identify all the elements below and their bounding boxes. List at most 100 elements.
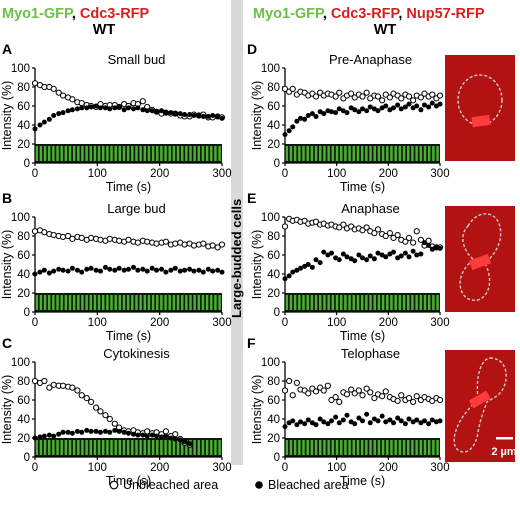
header-segment: , (72, 6, 80, 22)
data-point-unbleached (312, 388, 320, 395)
kymograph-band (314, 146, 318, 161)
kymograph-band (335, 440, 339, 455)
data-point-bleached (367, 420, 373, 426)
y-tick-label: 20 (267, 139, 280, 151)
data-point-bleached (149, 432, 155, 438)
kymograph-band (377, 440, 381, 455)
kymograph-band (406, 295, 410, 310)
data-point-bleached (191, 268, 197, 274)
kymograph-band (60, 440, 63, 455)
data-point-unbleached (363, 89, 370, 96)
kymograph-band (131, 295, 134, 310)
data-point-bleached (69, 430, 75, 436)
kymograph-band (423, 440, 427, 455)
data-point-unbleached (421, 90, 428, 97)
kymograph-band (285, 146, 289, 161)
data-point-bleached (79, 105, 85, 111)
y-tick-label: 40 (17, 120, 30, 132)
kymograph-band (101, 295, 105, 310)
kymograph-band (210, 440, 213, 455)
data-point-unbleached (162, 428, 169, 435)
data-point-bleached (422, 418, 427, 424)
y-tick-label: 0 (24, 158, 30, 170)
kymograph-band (56, 295, 59, 310)
series-unbleached (281, 377, 444, 405)
data-point-unbleached (436, 92, 444, 99)
data-point-unbleached (382, 91, 389, 98)
kymograph-band (356, 146, 360, 161)
data-point-bleached (102, 105, 108, 111)
data-point-bleached (309, 264, 315, 270)
data-point-bleached (352, 421, 358, 427)
data-point-unbleached (351, 390, 358, 397)
kymograph-band (143, 295, 147, 310)
data-point-unbleached (181, 241, 188, 248)
data-point-bleached (352, 107, 358, 113)
x-tick-label: 0 (282, 317, 288, 329)
kymograph-band (97, 146, 101, 161)
data-point-bleached (329, 109, 334, 115)
kymograph-band (93, 440, 97, 455)
data-point-unbleached (340, 221, 347, 228)
data-point-unbleached (436, 396, 444, 404)
data-point-bleached (130, 106, 136, 112)
data-point-unbleached (429, 397, 436, 405)
kymograph-band (352, 146, 356, 161)
kymograph-band (193, 440, 196, 455)
data-point-bleached (102, 428, 108, 434)
legend-filled-marker (255, 481, 263, 489)
y-tick-label: 20 (17, 433, 30, 445)
data-point-bleached (210, 268, 216, 274)
kymograph-band (176, 146, 180, 161)
kymograph-band (89, 146, 93, 161)
micrograph-anaphase (445, 206, 515, 312)
data-point-unbleached (348, 386, 355, 393)
kymograph-band (114, 146, 117, 161)
data-point-bleached (290, 124, 296, 130)
x-tick-label: 100 (327, 168, 346, 180)
kymograph-band (147, 440, 151, 455)
kymograph-band (126, 295, 130, 310)
kymograph-band (339, 146, 343, 161)
kymograph-band (205, 440, 209, 455)
y-tick-label: 100 (11, 357, 30, 369)
right-header: Myo1-GFP, Cdc3-RFP, Nup57-RFP (253, 6, 485, 22)
data-point-bleached (215, 267, 221, 273)
data-point-bleached (163, 433, 169, 439)
kymograph-band (64, 440, 68, 455)
data-point-unbleached (134, 239, 141, 246)
series-unbleached (281, 85, 444, 104)
kymograph-band (189, 146, 192, 161)
data-point-unbleached (200, 240, 207, 247)
data-point-bleached (74, 106, 80, 112)
data-point-bleached (298, 115, 303, 121)
data-point-bleached (60, 267, 66, 273)
data-point-unbleached (97, 408, 104, 415)
kymograph-band (352, 295, 356, 310)
data-point-bleached (398, 106, 404, 112)
kymograph-band (205, 295, 209, 310)
y-tick-label: 60 (267, 101, 280, 113)
kymograph-band (344, 295, 347, 310)
kymograph-band (302, 295, 305, 310)
kymograph-band (344, 440, 347, 455)
data-point-unbleached (162, 238, 169, 245)
data-point-unbleached (92, 404, 100, 411)
data-point-bleached (305, 417, 311, 423)
data-point-bleached (74, 267, 80, 273)
data-point-bleached (379, 413, 385, 419)
data-point-unbleached (359, 227, 366, 234)
kymograph-band (106, 146, 109, 161)
kymograph-band (193, 295, 196, 310)
data-point-bleached (135, 432, 141, 438)
kymograph-band (122, 295, 126, 310)
header-segment: , (398, 6, 406, 22)
data-point-bleached (97, 268, 103, 274)
data-point-unbleached (106, 415, 113, 423)
panel-a: A Small bud 0 20 40 60 80 100 0 100 200 300 Time (s)… (0, 41, 232, 194)
data-point-bleached (191, 113, 197, 118)
kymograph-band (101, 440, 105, 455)
data-point-unbleached (111, 420, 118, 427)
kymograph-band (180, 146, 184, 161)
data-point-bleached (290, 269, 296, 275)
